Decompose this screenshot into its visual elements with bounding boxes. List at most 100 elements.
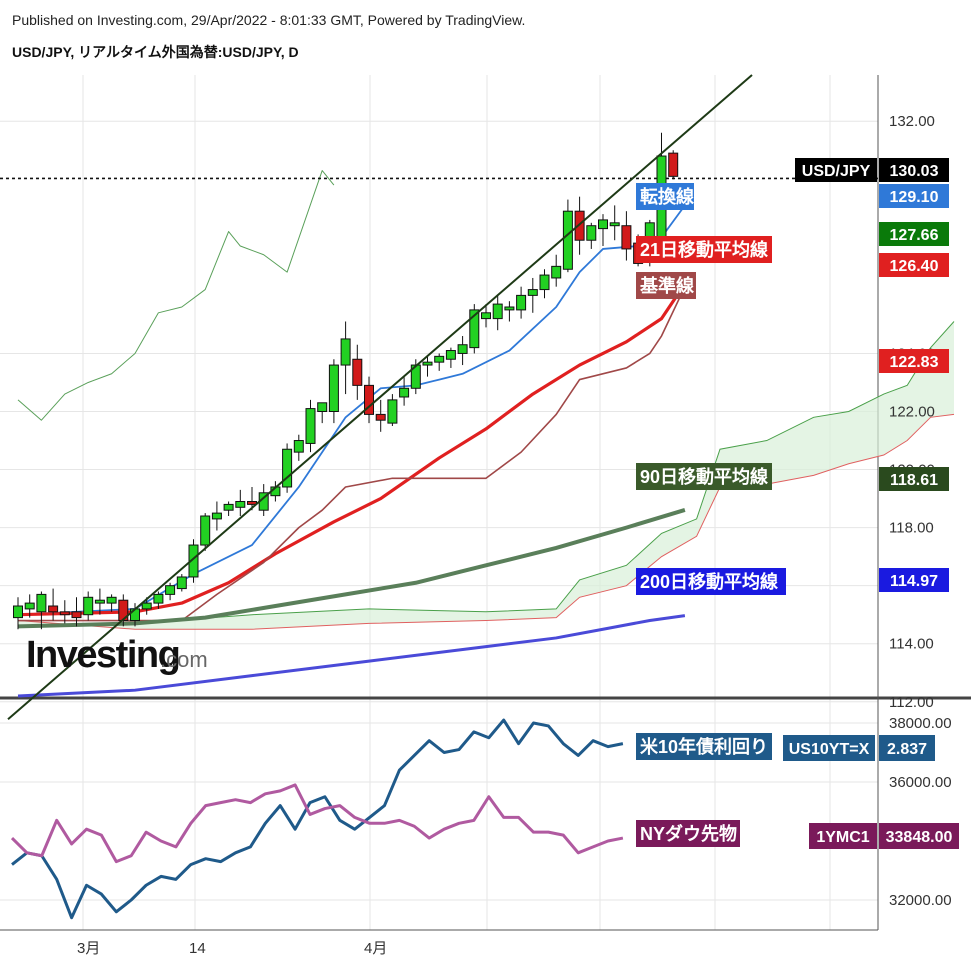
candle-body [48,605,59,613]
legend-label-text: 200日移動平均線 [640,571,778,592]
y-tick-label: 118.00 [889,520,934,537]
series-line [17,204,686,616]
candle-body [165,585,176,595]
published-note: Published on Investing.com, 29/Apr/2022 … [12,12,526,28]
symbol-title[interactable]: USD/JPY, リアルタイム外国為替:USD/JPY, D [12,44,299,60]
series-line [17,507,686,629]
candle-body [562,210,573,270]
candle-body [188,544,199,578]
y-tick-label: 114.00 [889,636,934,653]
legend-label [636,236,772,263]
lower-pane-lines [10,718,624,920]
candle-body [153,593,164,604]
candle-body [586,225,597,241]
candle-body [106,596,117,604]
candle-body [375,413,386,421]
price-tag [879,467,949,491]
candle-body [364,384,374,415]
candle-body [434,355,445,363]
price-tag [879,349,949,373]
candle-body [305,408,316,444]
candle-body [492,303,503,320]
candle-body [399,387,410,398]
legend-label-text: 90日移動平均線 [640,466,768,487]
y-tick-label: 36000.00 [889,774,952,791]
price-tag-value: 126.40 [890,258,939,275]
price-tag-value: 129.10 [890,189,939,206]
legend-label [636,183,694,210]
candle-body [36,593,47,613]
candle-body [609,222,620,227]
legend-label [636,272,696,299]
candle-body [24,602,35,610]
candle-body [469,309,480,349]
candle-body [340,338,351,366]
price-tag-value: 122.83 [890,354,939,371]
legend-label [636,463,772,490]
series-line [17,614,686,698]
candle-body [141,602,152,610]
candle-body [293,440,304,453]
trend-line [7,74,753,720]
candle-body [387,399,398,424]
candle-body [574,210,585,241]
x-tick-label: 4月 [364,940,387,957]
price-tag [879,158,949,182]
candle-body [527,289,538,296]
candle-body [504,306,515,311]
candle-body [317,402,328,412]
price-tag-value: 33848.00 [886,829,953,846]
price-tag-text: 1YMC1 [816,829,869,846]
lower-series-line [10,783,624,864]
legend-label-text: NYダウ先物 [640,823,737,844]
legend-label-text: 転換線 [640,186,694,207]
candle-body [59,611,70,616]
candle-body [539,274,550,291]
candle-body [621,225,632,250]
candle-body [223,503,234,511]
candle-body [481,312,491,320]
legend-label-text: 基準線 [639,275,694,296]
cloud-span-b [17,413,955,630]
logo-text: Investing [26,634,179,676]
candle-body [445,350,456,360]
series-line [17,170,335,421]
legend-label [636,820,740,847]
candle-body [282,448,293,488]
legend-label [636,733,772,760]
candle-body [598,219,608,230]
price-tag-name [783,735,875,761]
candle-body [211,512,222,520]
candle-body [130,608,140,622]
legend-label [636,568,786,595]
price-tag-name [795,158,877,182]
candle-body [94,599,105,604]
series-line [18,286,686,622]
candle-body [83,596,94,616]
y-tick-label: 132.00 [889,113,935,130]
candle-body [516,294,527,311]
price-tag [879,253,949,277]
logo-suffix: .com [160,647,208,672]
price-tag [879,823,959,849]
investing-logo: Investing .com [26,634,208,676]
price-tag-value: 114.97 [890,573,938,590]
price-tag-value: 127.66 [890,227,939,244]
candle-body [352,358,363,386]
x-tick-label: 14 [189,940,206,957]
price-tag [879,222,949,246]
legend-labels: USD/JPY 130.03 129.10 127.66 126.40 122.83 118… [636,158,959,849]
candle-body [551,265,562,279]
ichimoku-cloud [17,321,955,630]
price-tag-name [809,823,877,849]
candle-body [457,344,468,354]
y-tick-label: 122.00 [889,404,935,421]
candle-body [13,605,23,619]
y-tick-label: 32000.00 [889,892,952,909]
price-tag-value: 2.837 [887,741,927,758]
lower-series-line [11,718,624,920]
series-line [17,282,687,617]
trend-line [7,74,753,720]
candle-body [422,361,433,366]
